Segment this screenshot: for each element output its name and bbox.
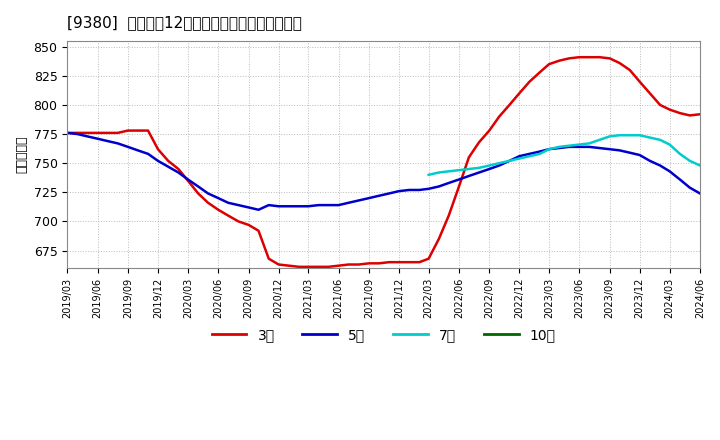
Legend: 3年, 5年, 7年, 10年: 3年, 5年, 7年, 10年 xyxy=(206,322,561,347)
Y-axis label: （百万円）: （百万円） xyxy=(15,136,28,173)
Text: [9380]  経常利益12か月移動合計の平均値の推移: [9380] 経常利益12か月移動合計の平均値の推移 xyxy=(67,15,302,30)
